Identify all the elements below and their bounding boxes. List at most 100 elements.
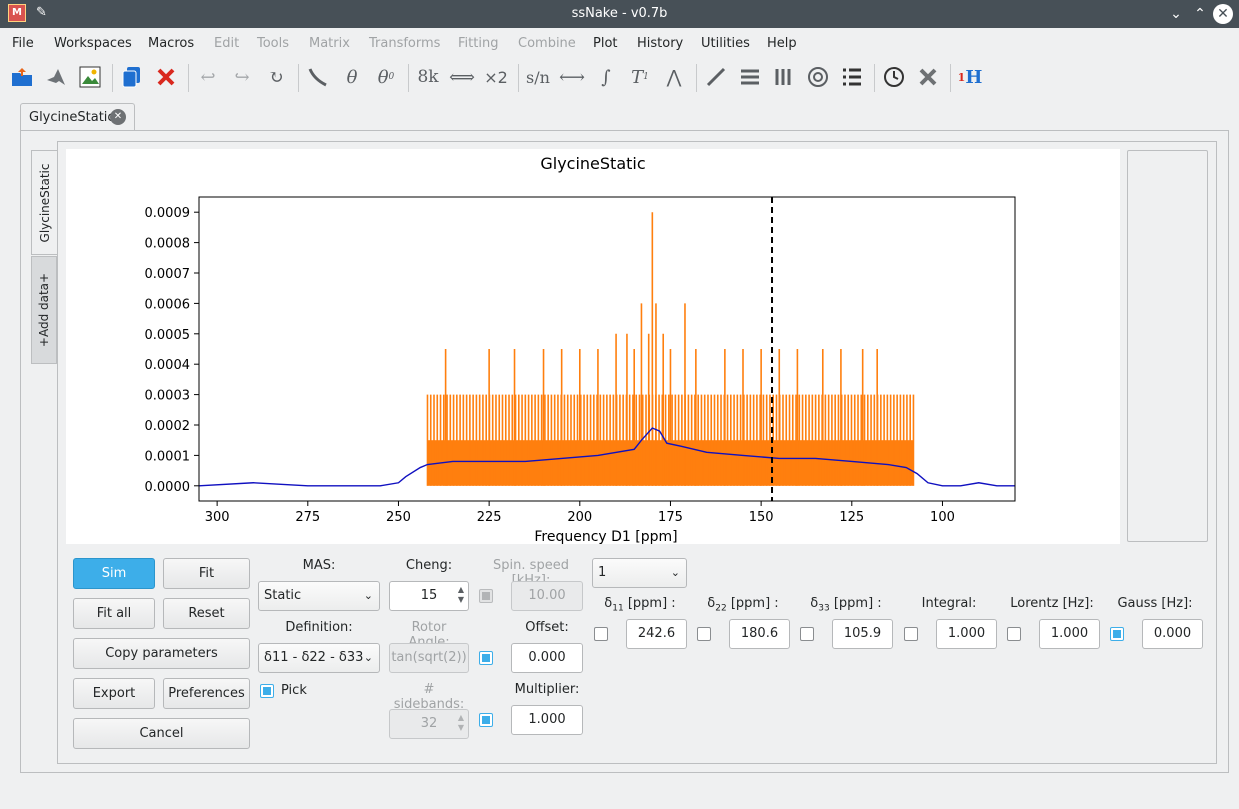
contour-plot-icon[interactable] (803, 62, 833, 92)
preferences-button[interactable]: Preferences (163, 678, 250, 709)
offset-checkbox[interactable] (479, 651, 493, 665)
side-tab-add-data[interactable]: +Add data+ (31, 256, 57, 364)
menu-matrix[interactable]: Matrix (309, 36, 350, 51)
y-tick-label: 0.0007 (145, 267, 191, 282)
tab-glycinestatic[interactable]: GlycineStatic ✕ (20, 103, 135, 131)
x-tick-label: 200 (567, 510, 592, 525)
fwhm-icon[interactable]: ⟷ (559, 66, 585, 88)
copy-parameters-button[interactable]: Copy parameters (73, 638, 250, 669)
spin-speed-input[interactable]: 10.00 (511, 581, 583, 611)
cheng-spinbox[interactable]: 15 ▲ ▼ (389, 581, 469, 611)
data-frame (57, 141, 1217, 764)
site-select[interactable]: 1 ⌄ (592, 558, 687, 588)
open-folder-icon[interactable] (7, 62, 37, 92)
menu-fitting[interactable]: Fitting (458, 36, 499, 51)
spin-arrows-icon[interactable]: ▲ ▼ (457, 585, 464, 604)
rotor-angle-input[interactable]: tan(sqrt(2)) (389, 643, 469, 673)
mas-select[interactable]: Static ⌄ (258, 581, 380, 611)
title-bar: M ✎ ssNake - v0.7b ⌄ ⌃ ✕ (0, 0, 1239, 28)
x-tick-label: 125 (839, 510, 864, 525)
export-button[interactable]: Export (73, 678, 155, 709)
y-tick-label: 0.0005 (145, 328, 191, 343)
pin-icon[interactable]: ✎ (36, 5, 47, 20)
menu-edit[interactable]: Edit (214, 36, 240, 51)
offset-label: Offset: (525, 620, 569, 635)
history-clock-icon[interactable] (879, 62, 909, 92)
gauss-fix-checkbox[interactable] (1110, 627, 1124, 641)
image-export-icon[interactable] (75, 62, 105, 92)
workspace-frame (20, 130, 1229, 773)
gauss-label: Gauss [Hz]: (1117, 596, 1193, 611)
menu-plot[interactable]: Plot (593, 36, 618, 51)
matlab-icon[interactable] (41, 62, 71, 92)
menu-workspaces[interactable]: Workspaces (54, 36, 132, 51)
d11-input[interactable]: 242.6 (626, 619, 687, 649)
side-tab-glycinestatic[interactable]: GlycineStatic (31, 150, 57, 255)
maximize-icon[interactable]: ⌃ (1194, 6, 1206, 22)
menu-history[interactable]: History (637, 36, 684, 51)
d22-fix-checkbox[interactable] (697, 627, 711, 641)
tab-close-icon[interactable]: ✕ (110, 109, 126, 125)
multiplier-input[interactable]: 1.000 (511, 705, 583, 735)
spectrum-chart[interactable]: GlycineStatic Frequency D1 [ppm] 300 275 2… (66, 149, 1120, 544)
menu-macros[interactable]: Macros (148, 36, 195, 51)
minimize-icon[interactable]: ⌄ (1170, 6, 1182, 22)
redo-icon[interactable]: ↪ (234, 66, 250, 88)
close-icon[interactable]: ✕ (1213, 4, 1233, 24)
integral-input[interactable]: 1.000 (936, 619, 997, 649)
integral-icon[interactable]: ∫ (601, 66, 611, 88)
size-8k-icon[interactable]: 8k (417, 67, 439, 87)
spin-speed-checkbox[interactable] (479, 589, 493, 603)
gauss-input[interactable]: 0.000 (1142, 619, 1203, 649)
menu-utilities[interactable]: Utilities (701, 36, 750, 51)
y-tick-label: 0.0006 (145, 297, 191, 312)
clear-icon[interactable] (913, 62, 943, 92)
line-plot-icon[interactable] (701, 62, 731, 92)
pick-checkbox[interactable] (260, 684, 274, 698)
offset-input[interactable]: 0.000 (511, 643, 583, 673)
autophase-icon[interactable]: θ (346, 66, 358, 88)
y-tick-label: 0.0001 (145, 449, 191, 464)
lorentz-input[interactable]: 1.000 (1039, 619, 1100, 649)
spin-arrows-icon[interactable]: ▲ ▼ (457, 713, 464, 732)
menu-transforms[interactable]: Transforms (369, 36, 441, 51)
x-tick-label: 175 (658, 510, 683, 525)
fit-line (198, 427, 1015, 487)
menu-combine[interactable]: Combine (518, 36, 576, 51)
fit-all-button[interactable]: Fit all (73, 598, 155, 629)
sidebands-spinbox[interactable]: 32 ▲ ▼ (389, 709, 469, 739)
d33-input[interactable]: 105.9 (832, 619, 893, 649)
multiplier-checkbox[interactable] (479, 713, 493, 727)
peak-icon[interactable]: ⋀ (666, 66, 682, 88)
shift-icon[interactable]: ⟺ (449, 66, 475, 88)
multiply-icon[interactable]: ×2 (484, 67, 508, 87)
d11-fix-checkbox[interactable] (594, 627, 608, 641)
plot-area[interactable]: GlycineStatic Frequency D1 [ppm] 300 275 2… (66, 149, 1120, 544)
delete-icon[interactable] (151, 62, 181, 92)
phase-icon[interactable] (303, 62, 333, 92)
lorentz-fix-checkbox[interactable] (1007, 627, 1021, 641)
duplicate-icon[interactable] (117, 62, 147, 92)
d22-input[interactable]: 180.6 (729, 619, 790, 649)
d33-fix-checkbox[interactable] (800, 627, 814, 641)
cancel-button[interactable]: Cancel (73, 718, 250, 749)
reset-button[interactable]: Reset (163, 598, 250, 629)
reload-icon[interactable]: ↻ (268, 66, 284, 88)
x-tick-label: 225 (477, 510, 502, 525)
multiplot-icon[interactable] (837, 62, 867, 92)
sim-button[interactable]: Sim (73, 558, 155, 589)
menu-help[interactable]: Help (767, 36, 797, 51)
undo-icon[interactable]: ↩ (200, 66, 216, 88)
multiplier-label: Multiplier: (514, 682, 580, 697)
array-plot-icon[interactable] (769, 62, 799, 92)
fit-button[interactable]: Fit (163, 558, 250, 589)
menu-tools[interactable]: Tools (257, 36, 290, 51)
stack-plot-icon[interactable] (735, 62, 765, 92)
snr-icon[interactable]: s/n (526, 67, 550, 87)
definition-select[interactable]: δ11 - δ22 - δ33 ⌄ (258, 643, 380, 673)
menu-file[interactable]: File (12, 36, 34, 51)
integral-fix-checkbox[interactable] (904, 627, 918, 641)
